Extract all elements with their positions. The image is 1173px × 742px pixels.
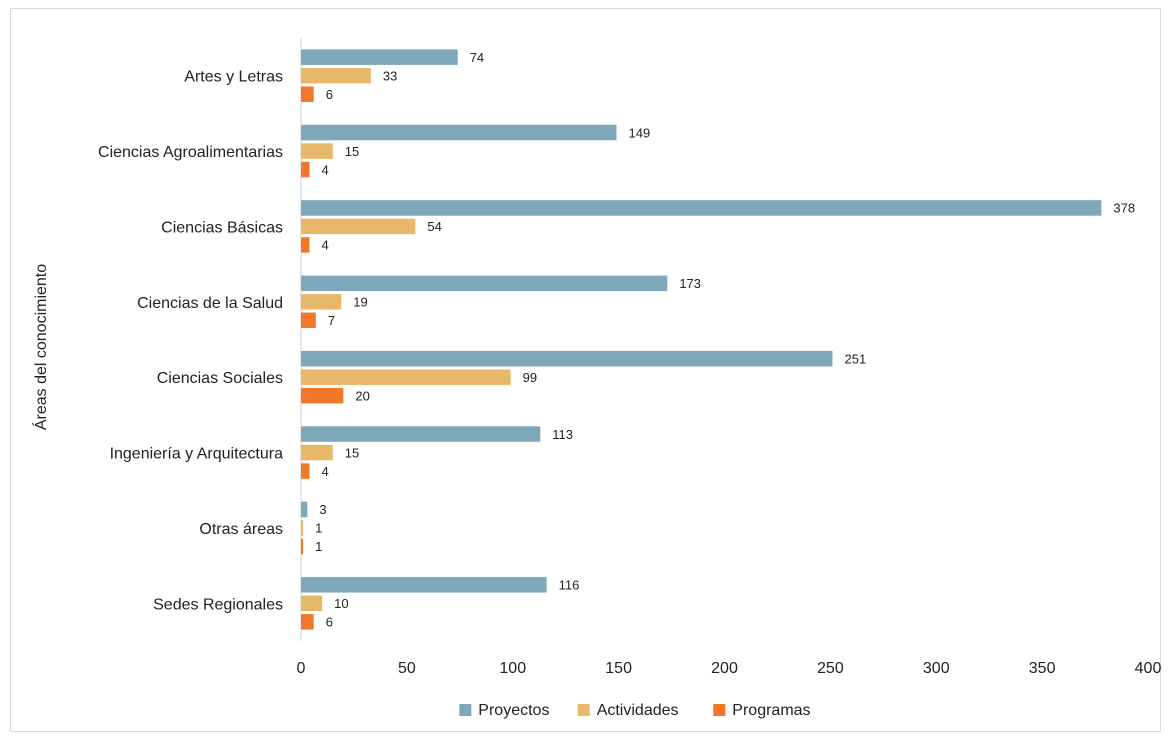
bar-proyectos (301, 350, 833, 367)
bar-proyectos (301, 426, 541, 442)
data-label: 116 (559, 578, 580, 593)
data-label: 7 (328, 313, 335, 328)
data-label: 74 (470, 50, 484, 65)
chart-bars (301, 49, 1102, 630)
bar-programas (301, 538, 304, 555)
bar-programas (301, 387, 344, 404)
bar-actividades (301, 143, 333, 159)
bar-actividades (301, 218, 416, 235)
data-label: 3 (319, 502, 326, 517)
x-tick-label: 300 (923, 660, 950, 677)
y-axis-title: Áreas del conocimiento (31, 264, 50, 430)
category-label: Ingeniería y Arquitectura (110, 446, 284, 463)
bar-programas (301, 312, 316, 329)
data-label: 1 (315, 521, 322, 536)
data-label: 378 (1113, 201, 1135, 216)
category-label: Ciencias Básicas (161, 219, 283, 236)
legend-swatch-actividades (577, 704, 590, 716)
x-tick-label: 350 (1029, 660, 1056, 677)
bar-programas (301, 237, 310, 253)
data-label: 15 (345, 445, 359, 460)
data-label: 19 (353, 295, 367, 310)
bar-programas (301, 463, 310, 479)
data-label: 20 (355, 388, 369, 403)
data-label: 4 (321, 238, 328, 253)
data-label: 33 (383, 68, 397, 83)
data-label: 54 (427, 219, 441, 234)
bar-programas (301, 86, 314, 102)
bar-actividades (301, 67, 371, 84)
x-tick-label: 200 (711, 660, 738, 677)
data-label: 4 (321, 162, 328, 177)
legend-swatch-proyectos (459, 704, 472, 716)
category-label: Sedes Regionales (153, 596, 283, 613)
chart-legend: Proyectos Actividades Programas (459, 702, 811, 719)
bar-proyectos (301, 275, 668, 292)
data-label: 149 (629, 125, 651, 140)
data-label: 4 (321, 464, 328, 479)
data-label: 113 (552, 427, 573, 442)
bar-proyectos (301, 49, 458, 65)
x-tick-label: 50 (398, 660, 416, 677)
legend-swatch-programas (713, 704, 726, 716)
data-label: 6 (326, 87, 333, 102)
data-label: 10 (334, 596, 348, 611)
data-label: 173 (679, 276, 701, 291)
bar-actividades (301, 595, 323, 612)
category-label: Ciencias Sociales (157, 370, 283, 387)
x-tick-label: 250 (817, 660, 844, 677)
x-tick-label: 400 (1135, 660, 1162, 677)
category-label: Otras áreas (199, 521, 283, 538)
legend-label-actividades: Actividades (597, 702, 679, 719)
data-label: 1 (315, 539, 322, 554)
bar-programas (301, 161, 310, 178)
data-label: 15 (345, 144, 359, 159)
data-label: 6 (326, 615, 333, 630)
bar-programas (301, 614, 314, 630)
bar-actividades (301, 369, 511, 385)
bar-proyectos (301, 501, 308, 518)
x-tick-label: 150 (605, 660, 632, 677)
bar-proyectos (301, 124, 617, 141)
data-label: 99 (523, 370, 537, 385)
bar-actividades (301, 444, 333, 461)
bar-proyectos (301, 577, 547, 593)
x-tick-label: 100 (499, 660, 526, 677)
data-label: 251 (844, 351, 866, 366)
category-label: Artes y Letras (184, 69, 283, 86)
bar-actividades (301, 520, 304, 536)
bar-proyectos (301, 200, 1102, 216)
legend-label-proyectos: Proyectos (478, 702, 549, 719)
category-label: Ciencias Agroalimentarias (98, 144, 283, 161)
legend-label-programas: Programas (732, 702, 810, 719)
bar-actividades (301, 294, 342, 310)
x-tick-label: 0 (297, 660, 306, 677)
category-label: Ciencias de la Salud (137, 295, 283, 312)
